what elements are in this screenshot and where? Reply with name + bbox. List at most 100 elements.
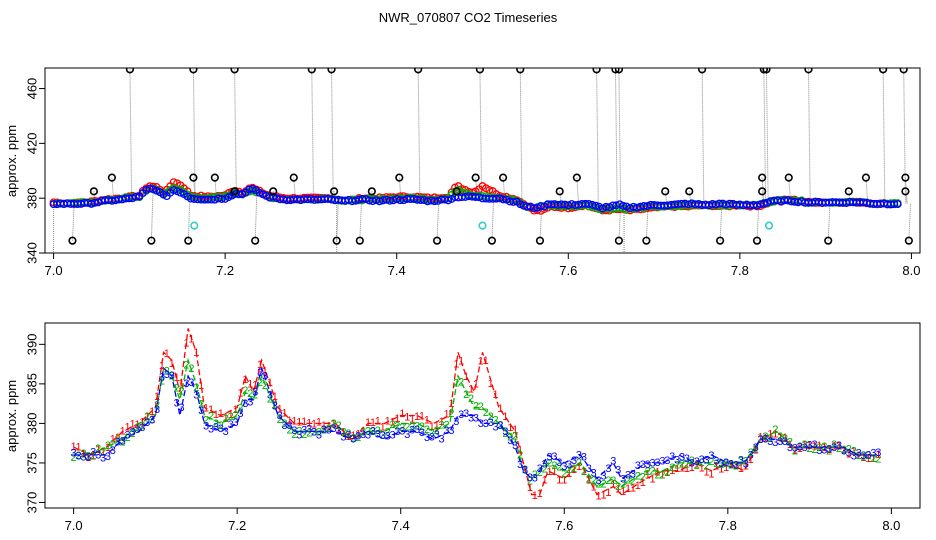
series-symbol-3: 3	[394, 426, 400, 438]
series-symbol-3: 3	[816, 445, 822, 457]
series-symbol-1: 1	[193, 347, 199, 359]
top-plot-frame	[44, 67, 921, 254]
series-symbol-3: 3	[389, 430, 395, 442]
data-point	[523, 202, 532, 211]
series-symbol-2: 2	[252, 389, 258, 401]
series-symbol-2: 2	[797, 441, 803, 453]
series-symbol-2: 2	[792, 445, 798, 457]
series-symbol-2: 2	[149, 414, 155, 426]
outlier-point	[844, 187, 853, 196]
series-symbol-1: 1	[385, 415, 391, 427]
series-symbol-3: 3	[851, 450, 857, 462]
series-symbol-1: 1	[733, 460, 739, 472]
series-symbol-3: 3	[497, 420, 503, 432]
series-symbol-3: 3	[777, 436, 783, 448]
series-symbol-1: 1	[846, 448, 852, 460]
bottom-plot-frame	[44, 322, 921, 509]
series-symbol-2: 2	[846, 443, 852, 455]
series-symbol-1: 1	[865, 453, 871, 465]
series-symbol-2: 2	[635, 470, 641, 482]
series-symbol-2: 2	[689, 455, 695, 467]
series-symbol-2: 2	[527, 475, 533, 487]
series-symbol-2: 2	[694, 460, 700, 472]
series-symbol-2: 2	[600, 478, 606, 490]
series-symbol-2: 2	[615, 481, 621, 493]
outlier-point	[189, 68, 198, 74]
outlier-point	[329, 187, 339, 196]
series-symbol-2: 2	[561, 468, 567, 480]
series-symbol-3: 3	[478, 418, 484, 430]
series-symbol-1: 1	[286, 415, 292, 427]
series-symbol-1: 1	[694, 459, 700, 471]
series-symbol-1: 1	[861, 452, 867, 464]
outlier-point	[642, 236, 651, 245]
outlier-trace	[539, 206, 543, 241]
series-symbol-2: 2	[120, 436, 126, 448]
outlier-trace	[234, 69, 237, 195]
series-symbol-1: 1	[179, 377, 185, 389]
series-symbol-3: 3	[674, 454, 680, 466]
series-symbol-1: 1	[704, 466, 710, 478]
series-symbol-1: 1	[512, 424, 518, 436]
series-symbol-3: 3	[748, 450, 754, 462]
series-symbol-3: 3	[488, 417, 494, 429]
series-symbol-3: 3	[247, 396, 253, 408]
p1-y-tick-label: 375	[25, 452, 40, 474]
series-symbol-1: 1	[404, 412, 410, 424]
series-symbol-2: 2	[841, 444, 847, 456]
series-symbol-2: 2	[95, 443, 101, 455]
series-symbol-2: 2	[345, 428, 351, 440]
series-symbol-3: 3	[232, 417, 238, 429]
series-symbol-3: 3	[183, 378, 189, 390]
p1-x-tick-label: 8.0	[882, 518, 900, 533]
series-symbol-2: 2	[75, 450, 81, 462]
outlier-point	[125, 68, 135, 74]
series-symbol-3: 3	[306, 423, 312, 435]
series-symbol-1: 1	[95, 444, 101, 456]
series-symbol-2: 2	[286, 425, 292, 437]
series-symbol-1: 1	[350, 430, 356, 442]
series-symbol-1: 1	[689, 462, 695, 474]
data-point	[619, 201, 628, 210]
series-symbol-3: 3	[738, 454, 744, 466]
series-symbol-2: 2	[80, 448, 86, 460]
series-symbol-1: 1	[841, 444, 847, 456]
series-symbol-2: 2	[434, 425, 440, 437]
series-symbol-2: 2	[360, 426, 366, 438]
series-symbol-1: 1	[728, 459, 734, 471]
series-symbol-1: 1	[468, 383, 474, 395]
series-symbol-2: 2	[174, 382, 180, 394]
series-symbol-3: 3	[223, 426, 229, 438]
series-symbol-1: 1	[542, 475, 548, 487]
p1-y-tick-label: 370	[25, 492, 40, 514]
series-symbol-1: 1	[331, 418, 337, 430]
series-symbol-1: 1	[478, 355, 484, 367]
series-symbol-2: 2	[861, 451, 867, 463]
series-symbol-3: 3	[699, 454, 705, 466]
series-symbol-3: 3	[242, 398, 248, 410]
series-symbol-2: 2	[836, 443, 842, 455]
series-symbol-3: 3	[443, 425, 449, 437]
p1-x-tick-label: 7.8	[719, 518, 737, 533]
series-symbol-3: 3	[654, 457, 660, 469]
series-symbol-2: 2	[870, 453, 876, 465]
series-symbol-2: 2	[713, 458, 719, 470]
series-symbol-1: 1	[71, 441, 77, 453]
series-symbol-3: 3	[821, 444, 827, 456]
series-symbol-1: 1	[875, 449, 881, 461]
series-symbol-2: 2	[340, 427, 346, 439]
series-symbol-2: 2	[674, 460, 680, 472]
outlier-point	[475, 68, 485, 74]
series-symbol-3: 3	[340, 432, 346, 444]
series-symbol-3: 3	[664, 455, 670, 467]
series-symbol-1: 1	[762, 433, 768, 445]
outlier-trace	[254, 190, 258, 241]
series-symbol-2: 2	[625, 474, 631, 486]
series-symbol-1: 1	[497, 403, 503, 415]
series-symbol-3: 3	[566, 459, 572, 471]
outlier-trace	[827, 202, 831, 241]
series-symbol-2: 2	[576, 457, 582, 469]
series-symbol-1: 1	[85, 452, 91, 464]
series-symbol-2: 2	[291, 429, 297, 441]
